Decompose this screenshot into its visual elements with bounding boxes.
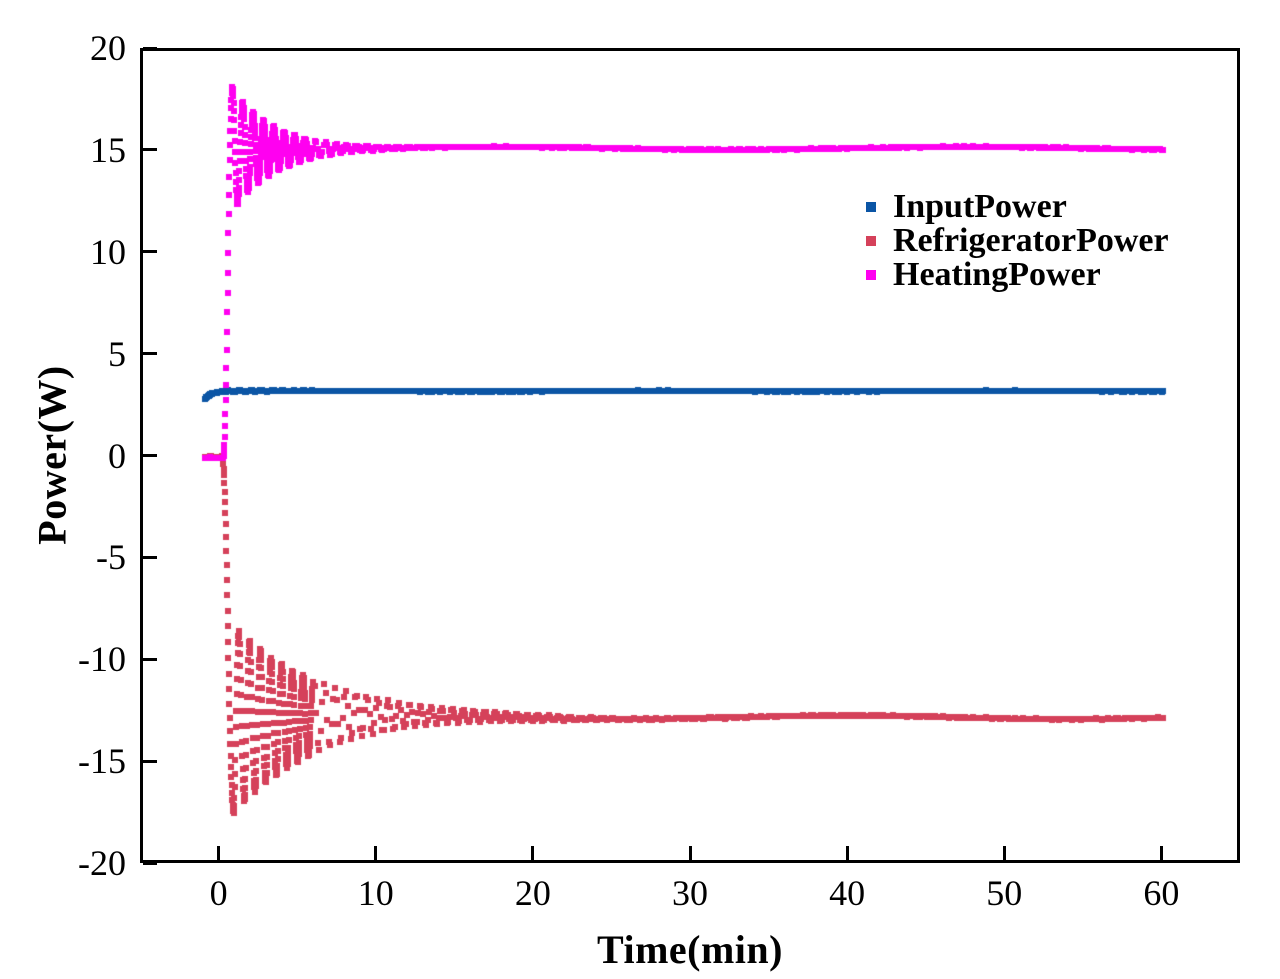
legend: InputPower RefrigeratorPower HeatingPowe… bbox=[866, 190, 1169, 292]
y-tick-mark bbox=[143, 46, 157, 50]
legend-marker-square-icon bbox=[866, 202, 876, 212]
y-tick-label: -10 bbox=[78, 639, 126, 680]
x-tick-label: 0 bbox=[209, 873, 228, 913]
y-tick-label: -20 bbox=[78, 843, 126, 883]
x-tick-mark bbox=[217, 846, 221, 860]
y-tick-label: 5 bbox=[108, 333, 126, 374]
y-tick-mark bbox=[143, 250, 157, 254]
legend-label: HeatingPower bbox=[893, 256, 1101, 293]
x-tick-mark bbox=[1002, 846, 1006, 860]
x-tick-label: 30 bbox=[672, 873, 708, 913]
legend-item: HeatingPower bbox=[866, 258, 1169, 292]
legend-marker-square-icon bbox=[866, 236, 876, 246]
y-tick-mark bbox=[143, 148, 157, 152]
y-tick-mark bbox=[143, 352, 157, 356]
y-tick-label: -15 bbox=[78, 741, 126, 782]
legend-item: RefrigeratorPower bbox=[866, 224, 1169, 258]
y-tick-label: 10 bbox=[90, 231, 126, 272]
x-tick-mark bbox=[845, 846, 849, 860]
y-tick-mark bbox=[143, 555, 157, 559]
x-tick-mark bbox=[688, 846, 692, 860]
legend-item: InputPower bbox=[866, 190, 1169, 224]
x-tick-label: 10 bbox=[357, 873, 394, 913]
y-axis-title: Power(W) bbox=[29, 365, 75, 545]
y-tick-mark bbox=[143, 454, 157, 457]
x-tick-mark bbox=[531, 846, 535, 860]
legend-label: RefrigeratorPower bbox=[893, 222, 1169, 259]
y-tick-mark bbox=[143, 861, 157, 865]
y-tick-label: 0 bbox=[108, 435, 126, 476]
x-tick-mark bbox=[1159, 846, 1163, 860]
y-tick-mark bbox=[143, 759, 157, 763]
x-tick-label: 60 bbox=[1143, 873, 1180, 913]
legend-marker-square-icon bbox=[866, 270, 876, 280]
y-tick-mark bbox=[143, 657, 157, 661]
x-tick-label: 50 bbox=[986, 873, 1023, 913]
legend-label: InputPower bbox=[893, 188, 1067, 225]
x-tick-label: 40 bbox=[829, 873, 866, 913]
y-tick-label: -5 bbox=[96, 537, 126, 578]
x-axis-title: Time(min) bbox=[597, 927, 783, 972]
plot-area bbox=[140, 48, 1240, 863]
x-tick-mark bbox=[374, 846, 378, 860]
y-tick-label: 20 bbox=[90, 28, 126, 68]
x-tick-label: 20 bbox=[514, 873, 551, 913]
y-tick-label: 15 bbox=[90, 129, 126, 170]
